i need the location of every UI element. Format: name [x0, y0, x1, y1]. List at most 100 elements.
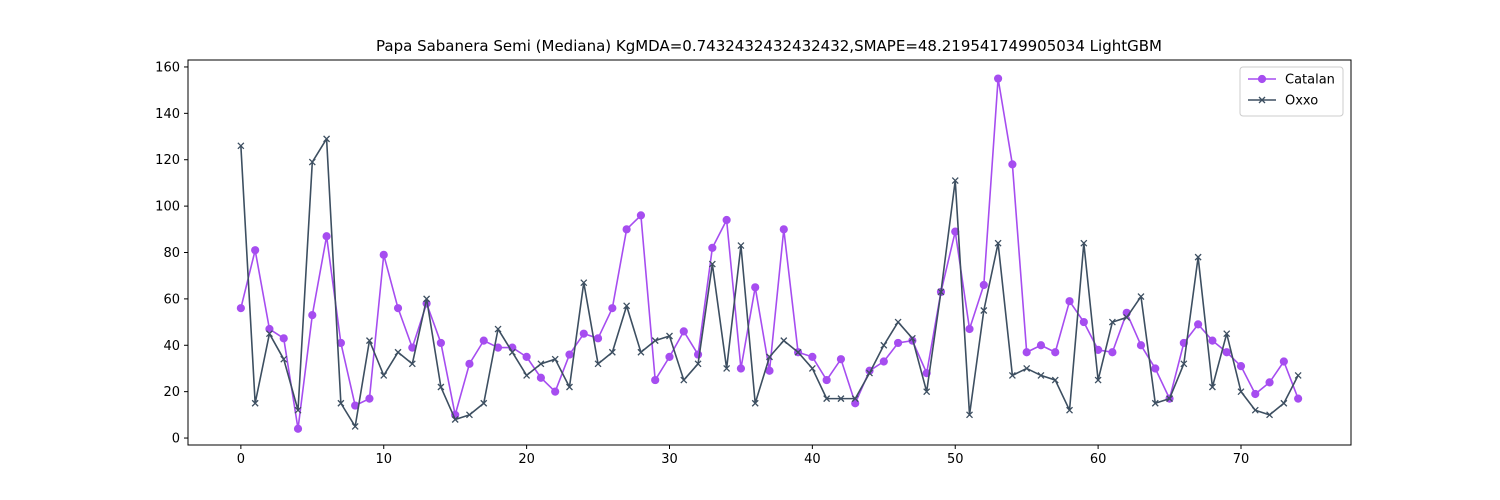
- data-point-oxxo: [523, 371, 531, 379]
- data-point-oxxo: [1266, 411, 1274, 419]
- data-point-oxxo: [951, 177, 959, 185]
- data-point-oxxo: [866, 369, 873, 377]
- data-point-oxxo: [365, 337, 373, 345]
- data-point-oxxo: [723, 365, 731, 372]
- data-point-oxxo: [966, 411, 973, 419]
- data-point-oxxo: [623, 302, 631, 310]
- y-tick-label: 100: [155, 200, 180, 215]
- data-point-catalan: [1151, 364, 1160, 373]
- data-point-catalan: [708, 243, 717, 252]
- data-point-oxxo: [265, 330, 273, 338]
- x-axis: 0 10 20 30 40 50 60 70: [237, 445, 1250, 467]
- data-point-catalan: [522, 352, 531, 361]
- data-point-catalan: [965, 324, 974, 334]
- x-tick-label: 30: [661, 452, 678, 467]
- legend-item-catalan: Catalan: [1248, 73, 1335, 88]
- y-tick-label: 80: [163, 246, 180, 261]
- data-point-oxxo: [1194, 253, 1202, 261]
- data-point-catalan: [308, 311, 317, 320]
- data-point-oxxo: [466, 411, 473, 419]
- data-point-catalan: [565, 350, 574, 359]
- data-point-catalan: [436, 338, 445, 348]
- data-point-oxxo: [308, 158, 316, 166]
- data-point-oxxo: [737, 242, 745, 250]
- data-point-catalan: [536, 373, 546, 382]
- data-point-oxxo: [808, 365, 816, 372]
- x-tick-label: 40: [804, 452, 821, 467]
- series-layer: [236, 74, 1303, 433]
- data-point-oxxo: [823, 395, 831, 403]
- data-point-oxxo: [380, 371, 388, 379]
- x-tick-label: 70: [1233, 452, 1250, 467]
- data-point-oxxo: [1008, 371, 1016, 379]
- data-point-catalan: [365, 394, 374, 403]
- data-point-oxxo: [423, 295, 431, 303]
- data-point-oxxo: [608, 348, 616, 356]
- data-point-catalan: [479, 336, 488, 345]
- data-point-oxxo: [451, 416, 459, 423]
- data-point-oxxo: [280, 355, 288, 363]
- x-tick-label: 60: [1090, 452, 1107, 467]
- data-point-oxxo: [908, 334, 916, 342]
- data-point-catalan: [1051, 348, 1060, 357]
- data-point-oxxo: [923, 388, 931, 396]
- legend-marker: [1258, 96, 1266, 104]
- data-point-catalan: [993, 74, 1003, 83]
- data-point-oxxo: [1094, 376, 1102, 384]
- data-point-oxxo: [666, 332, 673, 340]
- data-point-catalan: [879, 357, 888, 366]
- data-point-catalan: [636, 211, 646, 220]
- data-point-catalan: [665, 352, 674, 361]
- data-point-oxxo: [480, 399, 488, 407]
- data-point-oxxo: [351, 422, 359, 430]
- data-point-oxxo: [437, 383, 445, 391]
- y-tick-label: 60: [163, 292, 180, 307]
- data-point-oxxo: [1123, 313, 1131, 321]
- data-point-catalan: [608, 304, 617, 313]
- data-point-oxxo: [980, 307, 988, 314]
- data-point-catalan: [1108, 348, 1117, 357]
- data-point-oxxo: [1223, 330, 1231, 338]
- data-point-oxxo: [1037, 371, 1045, 379]
- series-catalan: [236, 74, 1303, 433]
- y-tick-label: 160: [155, 60, 180, 75]
- data-point-oxxo: [580, 279, 588, 287]
- data-point-oxxo: [1080, 239, 1088, 247]
- data-point-oxxo: [766, 353, 773, 361]
- x-tick-label: 10: [375, 452, 392, 467]
- legend-item-oxxo: Oxxo: [1248, 94, 1318, 109]
- data-point-oxxo: [294, 406, 302, 414]
- data-point-oxxo: [937, 288, 945, 296]
- data-point-catalan: [1251, 389, 1260, 399]
- data-point-oxxo: [880, 341, 888, 349]
- legend-label: Oxxo: [1285, 94, 1318, 109]
- data-point-oxxo: [837, 395, 845, 403]
- data-point-oxxo: [1208, 383, 1216, 391]
- chart-title: Papa Sabanera Semi (Mediana) KgMDA=0.743…: [376, 37, 1162, 55]
- data-point-catalan: [1208, 336, 1217, 345]
- data-point-oxxo: [894, 318, 902, 326]
- data-point-oxxo: [680, 376, 688, 384]
- data-point-oxxo: [1280, 399, 1288, 407]
- data-point-oxxo: [1166, 395, 1174, 403]
- data-point-catalan: [693, 350, 703, 359]
- data-point-oxxo: [566, 383, 573, 391]
- data-point-catalan: [593, 334, 603, 343]
- data-point-catalan: [1265, 378, 1274, 387]
- data-point-catalan: [251, 246, 260, 255]
- data-point-oxxo: [594, 360, 602, 368]
- data-point-oxxo: [508, 348, 516, 356]
- data-point-catalan: [679, 327, 688, 336]
- data-point-oxxo: [251, 399, 259, 407]
- data-point-oxxo: [323, 135, 331, 143]
- y-tick-label: 120: [155, 153, 180, 168]
- y-tick-label: 0: [172, 432, 180, 447]
- data-point-catalan: [265, 324, 274, 334]
- data-point-catalan: [1022, 348, 1031, 357]
- data-point-oxxo: [551, 355, 559, 363]
- data-point-oxxo: [694, 360, 702, 368]
- x-tick-label: 20: [518, 452, 535, 467]
- legend-marker: [1257, 74, 1267, 84]
- data-point-oxxo: [537, 360, 545, 368]
